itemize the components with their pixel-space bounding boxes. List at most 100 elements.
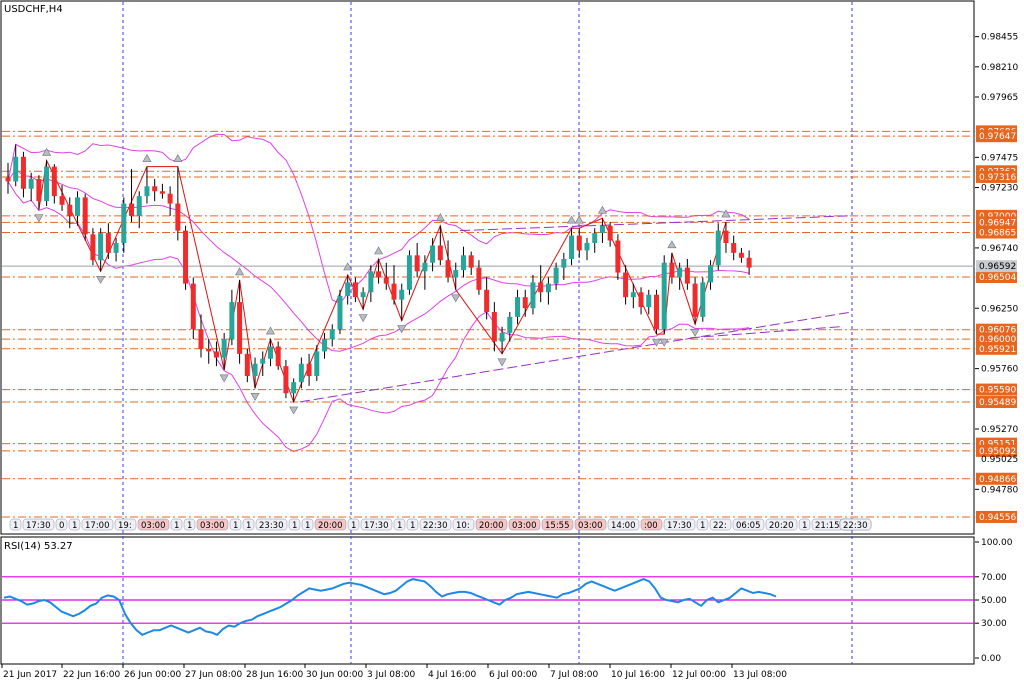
time-stamp-label: 19: [118, 521, 132, 531]
fractal-marker [219, 374, 229, 383]
candle [28, 172, 34, 202]
candle [669, 252, 675, 284]
candle [684, 258, 690, 290]
trend-line [299, 311, 853, 403]
time-stamp-box [732, 518, 765, 531]
time-stamp-box [183, 518, 196, 531]
level-price-label: 0.96076 [979, 326, 1016, 336]
price-tick-label: 0.96250 [981, 304, 1018, 314]
level-price-label: 0.96865 [979, 229, 1016, 239]
candle-body [221, 339, 227, 358]
time-stamp-box [508, 518, 541, 531]
candle-body [175, 203, 181, 231]
time-tick-label: 6 Jul 00:00 [489, 670, 538, 680]
candle-body [569, 235, 575, 259]
candle-body [244, 353, 250, 377]
candle-body [105, 233, 111, 253]
candle [67, 197, 73, 229]
time-stamp-label: 23:30 [259, 521, 284, 531]
candle [646, 289, 652, 315]
level-price-label: 0.96504 [979, 273, 1016, 283]
candle [221, 332, 227, 370]
fractal-marker [659, 338, 669, 347]
price-tick-label: 0.95270 [981, 425, 1018, 435]
candle [422, 255, 428, 290]
candle-body [746, 257, 752, 268]
candle-body [630, 292, 636, 298]
candle-body [121, 203, 127, 243]
time-tick-label: 21 Jun 2017 [3, 670, 57, 680]
candle-body [267, 346, 273, 359]
candle-body [298, 363, 304, 383]
candle-body [708, 265, 714, 283]
current-price-box [976, 260, 1017, 273]
time-stamp-box [137, 518, 170, 531]
price-tick-label: 0.98210 [981, 63, 1018, 73]
time-stamp-label: 10: [456, 521, 470, 531]
candle-body [136, 196, 142, 216]
candle-body [576, 235, 582, 251]
time-stamp-box [541, 518, 574, 531]
candle-body [252, 363, 258, 377]
fractal-marker [42, 147, 52, 156]
candle [352, 277, 358, 303]
candle-body [484, 289, 490, 312]
fractal-marker [567, 215, 577, 224]
candle-body [291, 382, 297, 394]
candle [167, 186, 173, 216]
time-stamp-label: 22: [713, 521, 727, 531]
price-tick-label: 0.96740 [981, 244, 1018, 254]
candle [283, 360, 289, 399]
candle-body [314, 351, 320, 377]
candle-body [684, 267, 690, 284]
time-stamp-label: 1 [305, 521, 310, 531]
time-stamp-label: 1 [410, 521, 415, 531]
candle-body [430, 245, 436, 263]
time-tick-label: 22 Jun 16:00 [63, 670, 120, 680]
candle-body [738, 252, 744, 258]
time-stamp-box [301, 518, 314, 531]
time-stamp-label: 22:30 [843, 521, 868, 531]
candle-body [352, 282, 358, 298]
time-stamp-box [360, 518, 393, 531]
candle-body [607, 225, 613, 241]
candle [360, 287, 366, 310]
time-stamp-label: 15:55 [545, 521, 570, 531]
candle [105, 223, 111, 259]
fractal-marker [667, 240, 677, 249]
candle-body [453, 270, 459, 278]
candle-body [468, 255, 474, 268]
level-price-box [976, 270, 1017, 283]
price-tick-label: 0.97475 [981, 153, 1018, 163]
rsi-tick-label: 100.00 [981, 538, 1013, 548]
time-stamp-label: 1 [174, 521, 179, 531]
price-tick-label: 0.97965 [981, 93, 1018, 103]
candle [715, 223, 721, 271]
candle-body [376, 271, 382, 278]
level-price-label: 0.95921 [979, 345, 1016, 355]
fractal-markers [34, 147, 731, 415]
time-stamp-label: 1 [802, 521, 807, 531]
time-stamp-box [393, 518, 406, 531]
candle-body [723, 230, 729, 243]
candle-body [283, 366, 289, 394]
level-price-box [976, 383, 1017, 396]
candle [267, 339, 273, 367]
candle-body [406, 255, 412, 290]
time-stamp-label: 1 [397, 521, 402, 531]
time-tick-label: 10 Jul 16:00 [611, 670, 665, 680]
time-stamp-label: 1 [700, 521, 705, 531]
time-stamp-box [347, 518, 360, 531]
candle [329, 324, 335, 347]
vertical-grid [122, 2, 853, 664]
time-tick-label: 26 Jun 00:00 [124, 670, 181, 680]
time-stamp-label: 14:00 [611, 521, 636, 531]
candle-body [383, 277, 389, 284]
candle-body [90, 234, 96, 261]
time-stamp-label: 1 [233, 521, 238, 531]
level-price-label: 0.96947 [979, 218, 1016, 228]
price-tick-label: 0.95760 [981, 365, 1018, 375]
time-stamp-box [114, 518, 137, 531]
candle [453, 262, 459, 290]
candle-body [229, 302, 235, 340]
